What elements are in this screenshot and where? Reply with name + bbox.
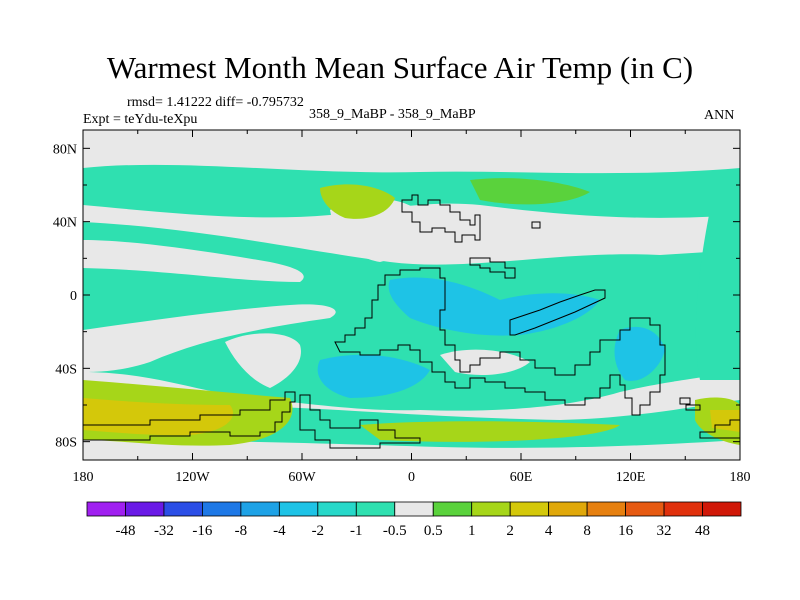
colorbar-swatch bbox=[509, 501, 550, 517]
coastline-east-peninsula bbox=[469, 257, 516, 279]
colorbar-label: -8 bbox=[235, 523, 248, 539]
warm-patch-north-pacific bbox=[320, 184, 395, 219]
colorbar-swatch bbox=[702, 501, 742, 517]
colorbar-label: 0.5 bbox=[424, 523, 443, 539]
colorbar-label: 16 bbox=[618, 523, 634, 539]
colorbar-label: -1 bbox=[350, 523, 363, 539]
y-tick-label: 0 bbox=[70, 289, 77, 304]
colorbar-swatch bbox=[471, 501, 511, 517]
y-tick-label: 40S bbox=[55, 362, 77, 377]
colorbar-label: -16 bbox=[192, 523, 212, 539]
colorbar-swatch bbox=[317, 501, 357, 517]
cold-cell-tropics bbox=[388, 277, 600, 336]
coastline-southwest-continent bbox=[83, 391, 296, 441]
colorbar-label: 1 bbox=[468, 523, 476, 539]
y-tick-label: 40N bbox=[53, 216, 77, 231]
y-tick-label: 80N bbox=[53, 142, 77, 157]
x-tick-label: 120W bbox=[175, 470, 210, 485]
coastline-east-strip bbox=[509, 289, 606, 336]
colorbar-label: 2 bbox=[506, 523, 514, 539]
cold-cell-southeast bbox=[614, 326, 665, 381]
colorbar-label: -2 bbox=[312, 523, 325, 539]
stats-label: rmsd= 1.41222 diff= -0.795732 bbox=[127, 95, 304, 110]
colorbar-swatch bbox=[586, 501, 626, 517]
anomaly-field bbox=[83, 130, 740, 460]
colorbar-swatch bbox=[355, 501, 396, 517]
colorbar-label: -0.5 bbox=[383, 523, 407, 539]
coastline-south-strip bbox=[299, 394, 421, 449]
gap-pacific-south bbox=[83, 304, 336, 372]
colorbar-swatch bbox=[86, 501, 126, 517]
colorbar-swatch bbox=[125, 501, 165, 517]
x-tick-label: 60E bbox=[510, 470, 533, 485]
colorbar-label: 48 bbox=[695, 523, 710, 539]
gap-south-pacific-swirl bbox=[225, 333, 301, 388]
colorbar-label: -32 bbox=[154, 523, 174, 539]
field-east-cap bbox=[695, 170, 740, 380]
colorbar: -48 -32 -16 -8 -4 -2 -1 -0.5 0.5 1 2 4 8 16 32 48 bbox=[86, 501, 742, 539]
colorbar-swatch bbox=[394, 501, 434, 517]
colorbar-label: -4 bbox=[273, 523, 286, 539]
gap-indian-south bbox=[440, 349, 530, 375]
colorbar-swatch bbox=[278, 501, 319, 517]
colorbar-label: 8 bbox=[583, 523, 591, 539]
warm-patch-southeast-core bbox=[710, 410, 740, 432]
warm-patch-southwest-core bbox=[83, 398, 234, 436]
coastline-north-continent bbox=[401, 194, 481, 243]
x-tick-label: 0 bbox=[408, 470, 415, 485]
x-tick-label: 60W bbox=[288, 470, 316, 485]
coastline-tropical-continent bbox=[334, 267, 666, 416]
warm-patch-siberia bbox=[470, 178, 590, 205]
colorbar-swatch bbox=[163, 501, 203, 517]
y-tick-label: 80S bbox=[55, 436, 77, 451]
center-label: 358_9_MaBP - 358_9_MaBP bbox=[309, 107, 476, 122]
x-tick-label: 180 bbox=[73, 470, 94, 485]
x-tick-label: 120E bbox=[616, 470, 646, 485]
coastline-islands-se bbox=[679, 397, 701, 411]
cold-cell-south bbox=[317, 354, 430, 398]
colorbar-swatch bbox=[625, 501, 665, 517]
coastline-small-island bbox=[531, 221, 541, 229]
x-tick-label: 180 bbox=[730, 470, 751, 485]
coastlines bbox=[83, 194, 740, 449]
colorbar-swatch bbox=[663, 501, 703, 517]
experiment-label: Expt = teYdu-teXpu bbox=[83, 112, 198, 127]
map-axes: 180 120W 60W 0 60E 120E 180 80N 40N 0 40S 80S bbox=[53, 130, 751, 485]
colorbar-swatch bbox=[202, 501, 242, 517]
gap-pacific-north bbox=[83, 240, 304, 282]
colorbar-label: 4 bbox=[545, 523, 553, 539]
colorbar-swatch bbox=[240, 501, 280, 517]
warm-patch-south-band bbox=[360, 421, 620, 442]
colorbar-label: 32 bbox=[657, 523, 672, 539]
season-label: ANN bbox=[704, 108, 735, 123]
map-title: Warmest Month Mean Surface Air Temp (in … bbox=[106, 50, 694, 85]
colorbar-swatch bbox=[432, 501, 473, 517]
colorbar-label: -48 bbox=[115, 523, 135, 539]
colorbar-swatch bbox=[548, 501, 588, 517]
coastline-southeast-continent bbox=[699, 419, 740, 439]
field-north-band bbox=[83, 164, 740, 218]
